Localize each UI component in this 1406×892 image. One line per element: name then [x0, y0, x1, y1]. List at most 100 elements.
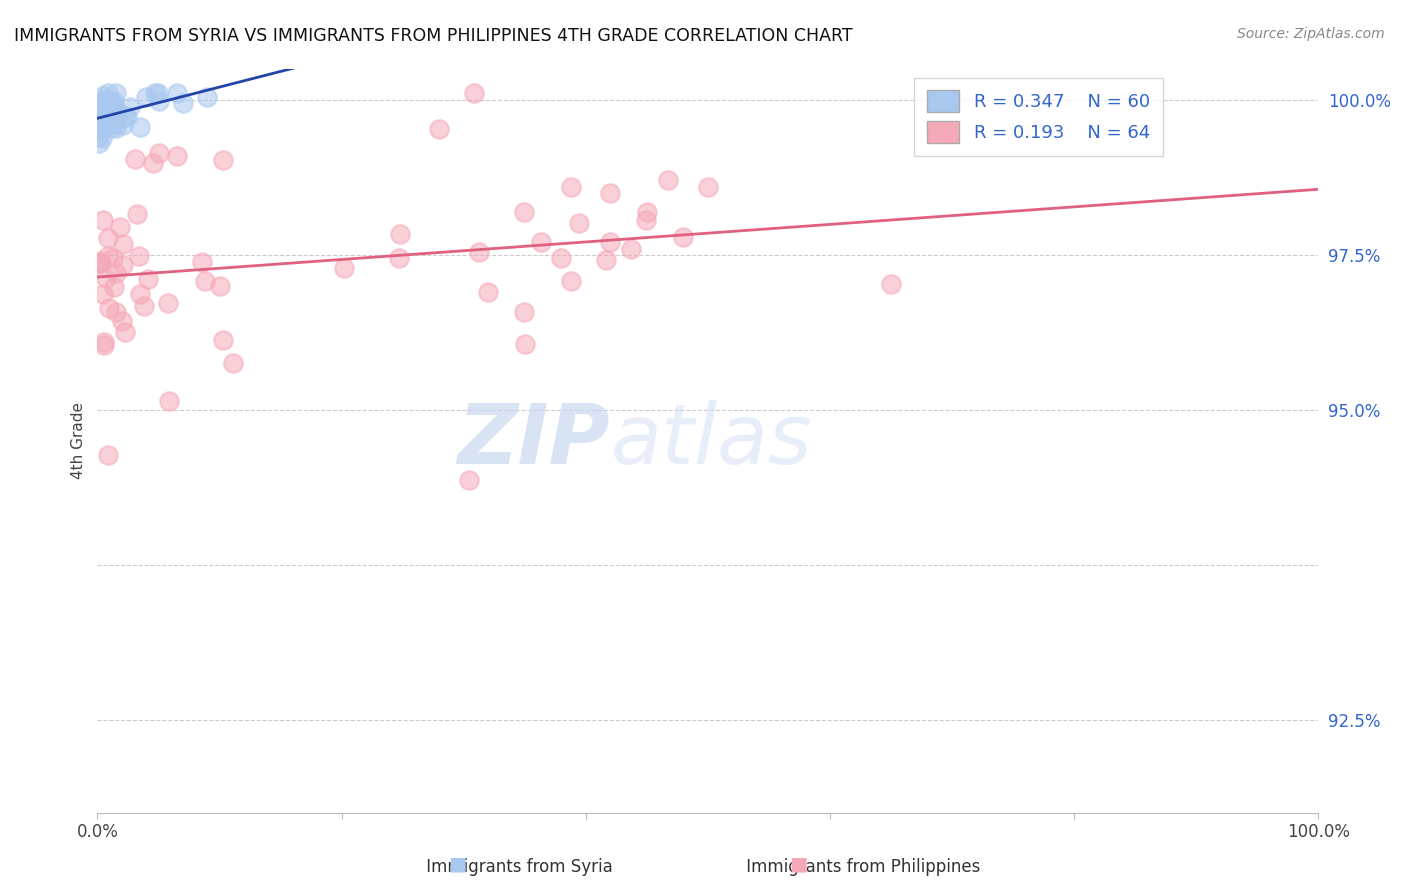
Text: IMMIGRANTS FROM SYRIA VS IMMIGRANTS FROM PHILIPPINES 4TH GRADE CORRELATION CHART: IMMIGRANTS FROM SYRIA VS IMMIGRANTS FROM…	[14, 27, 852, 45]
Point	[142, 156, 165, 170]
Point	[157, 393, 180, 408]
Text: Source: ZipAtlas.com: Source: ZipAtlas.com	[1237, 27, 1385, 41]
Point	[89, 129, 111, 144]
Point	[91, 119, 114, 133]
Point	[96, 119, 118, 133]
Point	[93, 109, 115, 123]
Point	[97, 95, 120, 109]
Point	[94, 109, 117, 123]
Point	[696, 179, 718, 194]
Point	[94, 120, 117, 135]
Point	[89, 254, 111, 268]
Point	[94, 92, 117, 106]
Point	[657, 173, 679, 187]
Point	[93, 103, 115, 117]
Point	[97, 96, 120, 111]
Point	[143, 87, 166, 101]
Point	[97, 115, 120, 129]
Point	[124, 153, 146, 167]
Point	[90, 102, 112, 116]
Text: ■: ■	[789, 855, 808, 873]
Point	[100, 107, 122, 121]
Text: ■: ■	[447, 855, 467, 873]
Point	[101, 112, 124, 126]
Point	[105, 102, 128, 116]
Point	[97, 448, 120, 462]
Point	[191, 255, 214, 269]
Point	[389, 227, 412, 242]
Point	[94, 106, 117, 120]
Point	[105, 120, 128, 135]
Point	[97, 231, 120, 245]
Point	[93, 104, 115, 119]
Point	[560, 274, 582, 288]
Point	[97, 116, 120, 130]
Point	[100, 121, 122, 136]
Point	[636, 213, 658, 227]
Point	[194, 274, 217, 288]
Point	[599, 186, 621, 200]
Point	[114, 325, 136, 339]
Point	[103, 94, 125, 108]
Point	[94, 104, 117, 119]
Point	[129, 287, 152, 301]
Point	[93, 337, 115, 351]
Point	[599, 235, 621, 249]
Point	[880, 277, 903, 291]
Point	[157, 295, 180, 310]
Point	[101, 251, 124, 265]
Point	[148, 95, 170, 109]
Point	[89, 255, 111, 269]
Point	[100, 107, 122, 121]
Point	[97, 87, 120, 101]
Point	[132, 299, 155, 313]
Point	[128, 249, 150, 263]
Point	[463, 87, 485, 101]
Point	[91, 89, 114, 103]
Point	[568, 216, 591, 230]
Point	[94, 119, 117, 133]
Point	[96, 271, 118, 285]
Point	[94, 120, 117, 134]
Point	[105, 106, 128, 120]
Point	[101, 97, 124, 112]
Point	[512, 205, 534, 219]
Point	[110, 314, 132, 328]
Point	[89, 108, 111, 122]
Point	[91, 212, 114, 227]
Point	[97, 301, 120, 315]
Point	[513, 305, 536, 319]
Point	[87, 112, 110, 127]
Point	[211, 334, 233, 348]
Point	[172, 96, 194, 111]
Point	[127, 207, 149, 221]
Point	[550, 252, 572, 266]
Point	[148, 87, 170, 101]
Point	[112, 237, 135, 252]
Point	[148, 146, 170, 161]
Point	[332, 261, 354, 276]
Point	[128, 120, 150, 134]
Point	[208, 279, 231, 293]
Point	[91, 287, 114, 301]
Point	[94, 112, 117, 126]
Point	[103, 280, 125, 294]
Point	[93, 335, 115, 350]
Point	[93, 116, 115, 130]
Point	[427, 121, 450, 136]
Point	[104, 87, 127, 101]
Text: Immigrants from Philippines: Immigrants from Philippines	[720, 858, 981, 876]
Point	[91, 115, 114, 129]
Point	[97, 248, 120, 262]
Text: ZIP: ZIP	[457, 401, 610, 481]
Point	[222, 356, 245, 370]
Point	[105, 305, 128, 319]
Point	[513, 337, 536, 351]
Point	[619, 242, 641, 256]
Point	[89, 101, 111, 115]
Point	[108, 219, 131, 234]
Point	[90, 120, 112, 135]
Point	[89, 256, 111, 270]
Point	[467, 244, 489, 259]
Point	[136, 272, 159, 286]
